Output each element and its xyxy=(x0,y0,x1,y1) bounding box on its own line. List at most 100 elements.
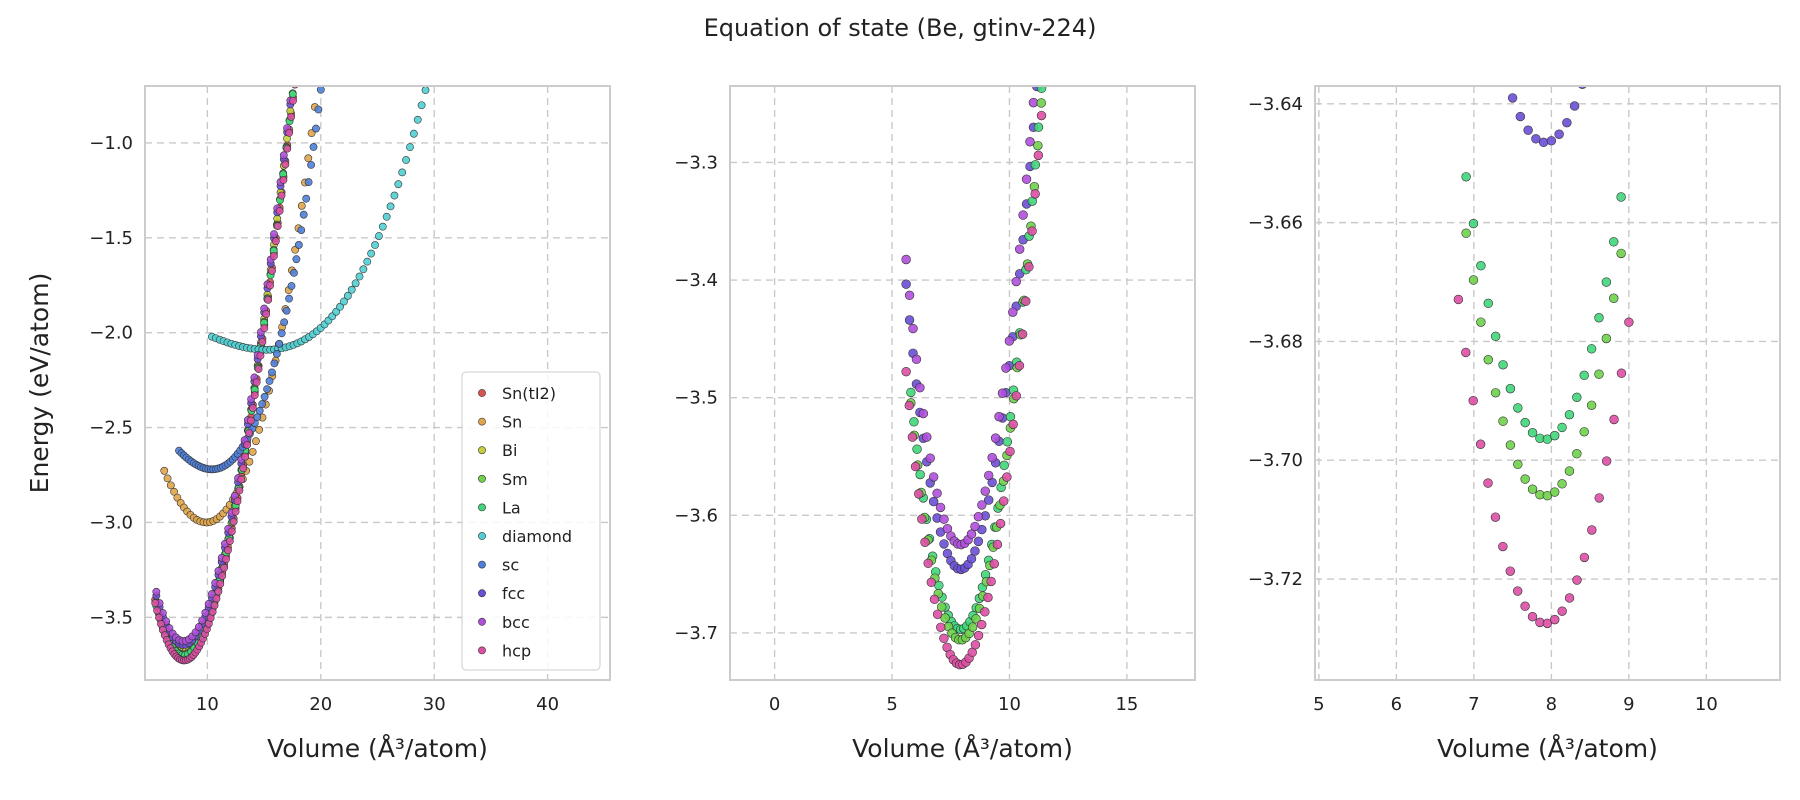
data-point xyxy=(406,143,414,152)
data-point xyxy=(247,416,255,425)
data-point xyxy=(1036,110,1047,121)
data-point xyxy=(263,385,271,394)
grid-lines xyxy=(730,86,1195,680)
data-point xyxy=(936,622,946,632)
data-point xyxy=(297,201,306,210)
data-point xyxy=(283,144,292,153)
data-point xyxy=(987,453,997,463)
data-point xyxy=(1609,237,1619,247)
data-point xyxy=(297,29,304,36)
x-tick-label: 8 xyxy=(1546,694,1557,715)
data-point xyxy=(926,577,937,588)
data-point xyxy=(265,377,274,385)
data-point xyxy=(1564,593,1575,603)
data-point xyxy=(250,391,259,400)
data-point xyxy=(1594,493,1604,503)
data-point xyxy=(1033,150,1044,161)
data-point xyxy=(1483,298,1493,309)
data-point xyxy=(1531,134,1541,144)
data-point xyxy=(327,1,334,8)
data-point xyxy=(243,441,252,449)
data-point xyxy=(1461,172,1471,182)
data-point xyxy=(1562,117,1572,128)
x-tick-label: 15 xyxy=(1115,694,1138,715)
y-tick-label: −3.5 xyxy=(89,607,133,628)
data-point xyxy=(382,212,391,221)
data-point xyxy=(1512,586,1523,596)
data-point xyxy=(992,539,1003,550)
panel-full-range: 10 20 30 40 −3.5 −3.0 −2.5 −2.0 −1.5 −1.0 Volume (… xyxy=(25,1,611,763)
data-point xyxy=(312,124,320,133)
data-point xyxy=(271,237,280,246)
data-point xyxy=(970,546,980,556)
legend-marker xyxy=(478,474,486,483)
data-point xyxy=(282,306,291,315)
data-point xyxy=(293,51,300,58)
data-point xyxy=(1030,189,1040,199)
data-point xyxy=(1040,70,1049,79)
data-point xyxy=(281,160,290,169)
data-point xyxy=(292,255,301,264)
data-point xyxy=(1609,414,1619,425)
data-point xyxy=(239,464,248,473)
y-tick-label: −3.5 xyxy=(674,388,718,409)
data-point xyxy=(1032,57,1041,66)
data-point xyxy=(1500,70,1509,79)
data-point xyxy=(235,486,244,495)
data-point xyxy=(208,607,217,616)
legend-label: Sn(tI2) xyxy=(502,384,556,403)
data-point xyxy=(299,8,306,15)
data-point xyxy=(1036,86,1047,94)
legend-label: hcp xyxy=(502,641,531,660)
data-point xyxy=(394,180,403,189)
x-tick-label: 5 xyxy=(1313,694,1324,715)
data-point xyxy=(1001,363,1011,373)
data-point xyxy=(252,437,260,446)
data-point xyxy=(413,115,422,124)
data-point xyxy=(1587,525,1597,535)
data-point xyxy=(214,587,223,596)
x-axis-label: Volume (Å³/atom) xyxy=(852,734,1073,763)
data-point xyxy=(295,45,302,52)
data-point xyxy=(1505,566,1515,576)
data-point xyxy=(252,378,261,387)
series-Sn xyxy=(160,103,319,527)
data-point xyxy=(932,609,943,619)
data-point xyxy=(939,633,949,643)
data-point xyxy=(1505,383,1516,394)
data-points xyxy=(151,1,430,665)
data-point xyxy=(1004,336,1015,346)
data-point xyxy=(155,613,163,622)
data-point xyxy=(229,517,238,526)
series-hcp xyxy=(901,70,1049,670)
data-point xyxy=(1624,317,1634,327)
data-point xyxy=(997,388,1008,398)
data-point xyxy=(398,168,407,177)
data-point xyxy=(984,495,994,505)
data-point xyxy=(1572,392,1582,402)
data-point xyxy=(1572,449,1582,459)
data-point xyxy=(277,329,286,338)
data-point xyxy=(1579,427,1589,437)
data-point xyxy=(371,241,379,249)
data-point xyxy=(1586,344,1597,354)
data-point xyxy=(151,599,160,607)
data-point xyxy=(1527,484,1538,494)
data-point xyxy=(255,425,264,434)
x-axis-label: Volume (Å³/atom) xyxy=(1437,734,1658,763)
x-tick-label: 9 xyxy=(1623,694,1634,715)
legend-marker xyxy=(478,389,486,397)
data-point xyxy=(999,460,1009,471)
data-point xyxy=(258,400,267,408)
data-point xyxy=(1520,601,1530,611)
legend-marker xyxy=(478,503,486,512)
data-point xyxy=(994,411,1004,422)
data-point xyxy=(293,65,300,72)
data-points xyxy=(1453,70,1634,629)
data-point xyxy=(290,73,297,80)
data-point xyxy=(378,222,387,231)
data-point xyxy=(1040,44,1049,53)
data-point xyxy=(231,507,240,516)
data-point xyxy=(285,294,293,303)
